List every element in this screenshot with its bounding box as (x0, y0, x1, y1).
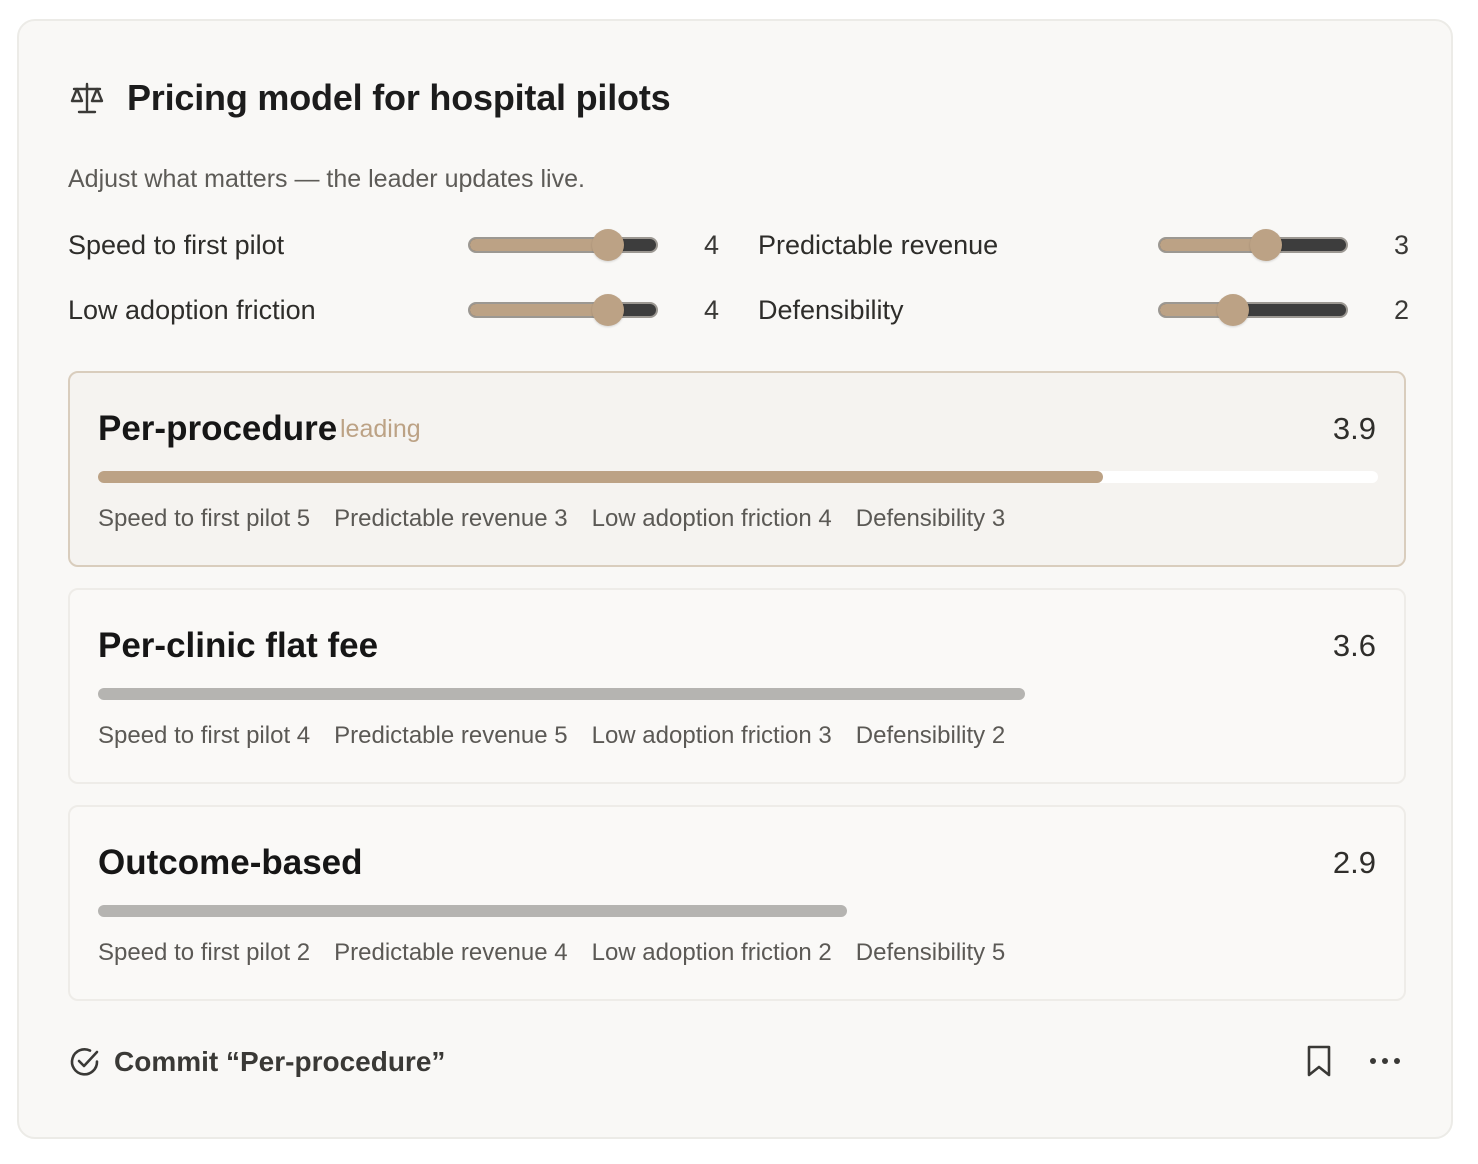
scale-icon (67, 78, 107, 118)
commit-label: Commit “Per-procedure” (114, 1046, 446, 1077)
criterion-value: 4 (703, 229, 719, 260)
decision-card: Pricing model for hospital pilots Adjust… (17, 19, 1453, 1139)
breakdown-item: Defensibility 5 (855, 939, 1006, 966)
slider-thumb[interactable] (592, 294, 625, 326)
breakdown-item: Predictable revenue 5 (334, 722, 568, 749)
criteria-breakdown: Speed to first pilot 2 Predictable reven… (98, 939, 1005, 967)
score-bar (98, 688, 1378, 700)
score-bar-fill (98, 471, 1103, 483)
criterion-value: 4 (703, 294, 719, 325)
friction-slider[interactable] (468, 294, 658, 326)
breakdown-item: Speed to first pilot 5 (98, 505, 311, 532)
card-header: Pricing model for hospital pilots (67, 77, 671, 119)
breakdown-item: Speed to first pilot 4 (98, 722, 311, 749)
bookmark-icon[interactable] (1301, 1043, 1337, 1079)
breakdown-item: Speed to first pilot 2 (98, 939, 311, 966)
more-horizontal-icon[interactable] (1367, 1043, 1403, 1079)
option-card-per-clinic[interactable]: Per-clinic flat fee 3.6 Speed to first p… (68, 588, 1406, 784)
breakdown-item: Predictable revenue 4 (334, 939, 568, 966)
slider-fill (1160, 239, 1266, 251)
check-circle-icon (68, 1045, 102, 1079)
slider-fill (1160, 304, 1233, 316)
criterion-value: 3 (1393, 229, 1409, 260)
criterion-value: 2 (1393, 294, 1409, 325)
speed-slider[interactable] (468, 229, 658, 261)
option-score: 3.6 (1332, 628, 1376, 663)
option-score: 3.9 (1332, 411, 1376, 446)
score-bar (98, 905, 1378, 917)
leading-badge: leading (340, 415, 421, 443)
score-bar-fill (98, 688, 1025, 700)
option-card-outcome-based[interactable]: Outcome-based 2.9 Speed to first pilot 2… (68, 805, 1406, 1001)
slider-thumb[interactable] (1249, 229, 1282, 261)
criterion-label: Predictable revenue (758, 229, 999, 260)
page-title: Pricing model for hospital pilots (127, 77, 671, 118)
option-name: Outcome-based (98, 843, 363, 882)
footer-actions (1301, 1043, 1403, 1079)
slider-fill (470, 239, 609, 251)
criteria-breakdown: Speed to first pilot 4 Predictable reven… (98, 722, 1005, 750)
breakdown-item: Defensibility 3 (855, 505, 1006, 532)
breakdown-item: Defensibility 2 (855, 722, 1006, 749)
slider-thumb[interactable] (592, 229, 625, 261)
score-bar-fill (98, 905, 847, 917)
option-card-per-procedure[interactable]: Per-procedure leading 3.9 Speed to first… (68, 371, 1406, 567)
defensibility-slider[interactable] (1158, 294, 1348, 326)
commit-button[interactable]: Commit “Per-procedure” (68, 1045, 445, 1079)
criterion-friction: Low adoption friction 4 (68, 290, 719, 330)
slider-thumb[interactable] (1216, 294, 1249, 326)
option-name: Per-procedure (98, 409, 338, 448)
breakdown-item: Low adoption friction 2 (591, 939, 832, 966)
criteria-breakdown: Speed to first pilot 5 Predictable reven… (98, 505, 1005, 533)
criterion-label: Low adoption friction (68, 294, 316, 325)
revenue-slider[interactable] (1158, 229, 1348, 261)
subtitle: Adjust what matters — the leader updates… (68, 165, 585, 193)
score-bar (98, 471, 1378, 483)
breakdown-item: Predictable revenue 3 (334, 505, 568, 532)
breakdown-item: Low adoption friction 4 (591, 505, 832, 532)
slider-fill (470, 304, 609, 316)
criterion-label: Speed to first pilot (68, 229, 285, 260)
criterion-defensibility: Defensibility 2 (758, 290, 1409, 330)
criterion-speed: Speed to first pilot 4 (68, 225, 719, 265)
option-name: Per-clinic flat fee (98, 626, 379, 665)
criterion-revenue: Predictable revenue 3 (758, 225, 1409, 265)
criterion-label: Defensibility (758, 294, 904, 325)
breakdown-item: Low adoption friction 3 (591, 722, 832, 749)
option-score: 2.9 (1332, 845, 1376, 880)
